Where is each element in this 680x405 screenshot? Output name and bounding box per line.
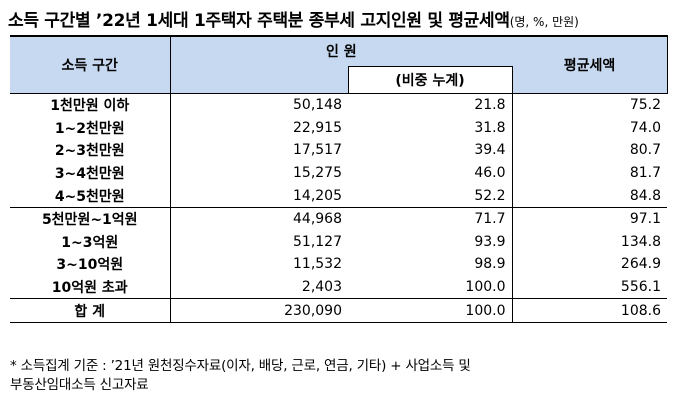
unit-note: (명, %, 만원) xyxy=(509,15,579,29)
row-average: 134.8 xyxy=(620,233,662,250)
row-count: 50,148 xyxy=(293,97,342,114)
row-average: 80.7 xyxy=(629,142,662,159)
row-average: 84.8 xyxy=(629,187,662,204)
row-average: 74.0 xyxy=(629,119,662,136)
row-average: 556.1 xyxy=(620,279,662,296)
table-row: 3~4천만원 15,275 46.0 81.7 xyxy=(10,161,667,185)
row-count: 11,532 xyxy=(293,256,342,273)
row-cumulative: 100.0 xyxy=(348,275,513,299)
row-count: 22,915 xyxy=(293,119,342,136)
table-title: 소득 구간별 ’22년 1세대 1주택자 주택분 종부세 고지인원 및 평균세액… xyxy=(8,6,579,31)
row-count: 15,275 xyxy=(293,165,342,182)
row-count: 14,205 xyxy=(293,187,342,204)
row-cumulative: 31.8 xyxy=(348,116,513,140)
header-bracket: 소득 구간 xyxy=(10,36,171,94)
row-bracket: 4~5천만원 xyxy=(10,184,171,208)
row-count: 2,403 xyxy=(301,279,342,296)
total-cumulative: 100.0 xyxy=(348,298,513,323)
header-count-blank xyxy=(170,66,348,94)
row-cumulative: 71.7 xyxy=(348,206,513,231)
total-label: 합 계 xyxy=(10,298,171,323)
row-bracket: 3~10억원 xyxy=(10,253,171,276)
row-bracket: 1~3억원 xyxy=(10,230,171,254)
row-cumulative: 39.4 xyxy=(348,139,513,162)
row-bracket: 1~2천만원 xyxy=(10,116,171,140)
row-average: 264.9 xyxy=(620,256,662,273)
footnote: * 소득집계 기준 : ’21년 원천징수자료(이자, 배당, 근로, 연금, … xyxy=(10,357,670,395)
header-count: 인 원 xyxy=(170,36,513,67)
table-row: 10억원 초과 2,403 100.0 556.1 xyxy=(10,275,667,299)
row-cumulative: 52.2 xyxy=(348,184,513,208)
header-average: 평균세액 xyxy=(512,36,668,94)
row-average: 97.1 xyxy=(512,206,668,231)
title-text: 소득 구간별 ’22년 1세대 1주택자 주택분 종부세 고지인원 및 평균세액 xyxy=(8,11,510,31)
income-bracket-table: 소득 구간 인 원 평균세액 (비중 누계) 1천만원 이하 50,148 21… xyxy=(10,35,668,323)
table-row: 1천만원 이하 50,148 21.8 75.2 xyxy=(10,93,667,117)
table-row: 5천만원~1억원 44,968 71.7 97.1 xyxy=(10,206,668,231)
row-cumulative: 98.9 xyxy=(348,253,513,276)
row-bracket: 3~4천만원 xyxy=(10,161,171,185)
total-count: 230,090 xyxy=(170,298,348,323)
row-count: 51,127 xyxy=(293,233,342,250)
row-cumulative: 21.8 xyxy=(348,93,513,117)
table-row: 4~5천만원 14,205 52.2 84.8 xyxy=(10,184,667,208)
total-average: 108.6 xyxy=(512,298,668,323)
footnote-line-2: 부동산임대소득 신고자료 xyxy=(10,377,149,393)
row-count: 44,968 xyxy=(170,206,348,231)
row-bracket: 2~3천만원 xyxy=(10,139,171,162)
row-bracket: 1천만원 이하 xyxy=(10,93,171,117)
table-row: 2~3천만원 17,517 39.4 80.7 xyxy=(10,139,667,162)
row-bracket: 10억원 초과 xyxy=(10,275,171,299)
table-row: 1~3억원 51,127 93.9 134.8 xyxy=(10,230,667,254)
footnote-line-1: * 소득집계 기준 : ’21년 원천징수자료(이자, 배당, 근로, 연금, … xyxy=(10,358,471,374)
table-row: 1~2천만원 22,915 31.8 74.0 xyxy=(10,116,667,140)
row-average: 81.7 xyxy=(629,165,662,182)
row-cumulative: 46.0 xyxy=(348,161,513,185)
total-row: 합 계 230,090 100.0 108.6 xyxy=(10,298,668,323)
table-row: 3~10억원 11,532 98.9 264.9 xyxy=(10,253,667,276)
row-cumulative: 93.9 xyxy=(348,230,513,254)
row-average: 75.2 xyxy=(629,97,662,114)
row-count: 17,517 xyxy=(293,142,342,159)
row-bracket: 5천만원~1억원 xyxy=(10,206,171,231)
header-cumulative: (비중 누계) xyxy=(347,66,513,94)
